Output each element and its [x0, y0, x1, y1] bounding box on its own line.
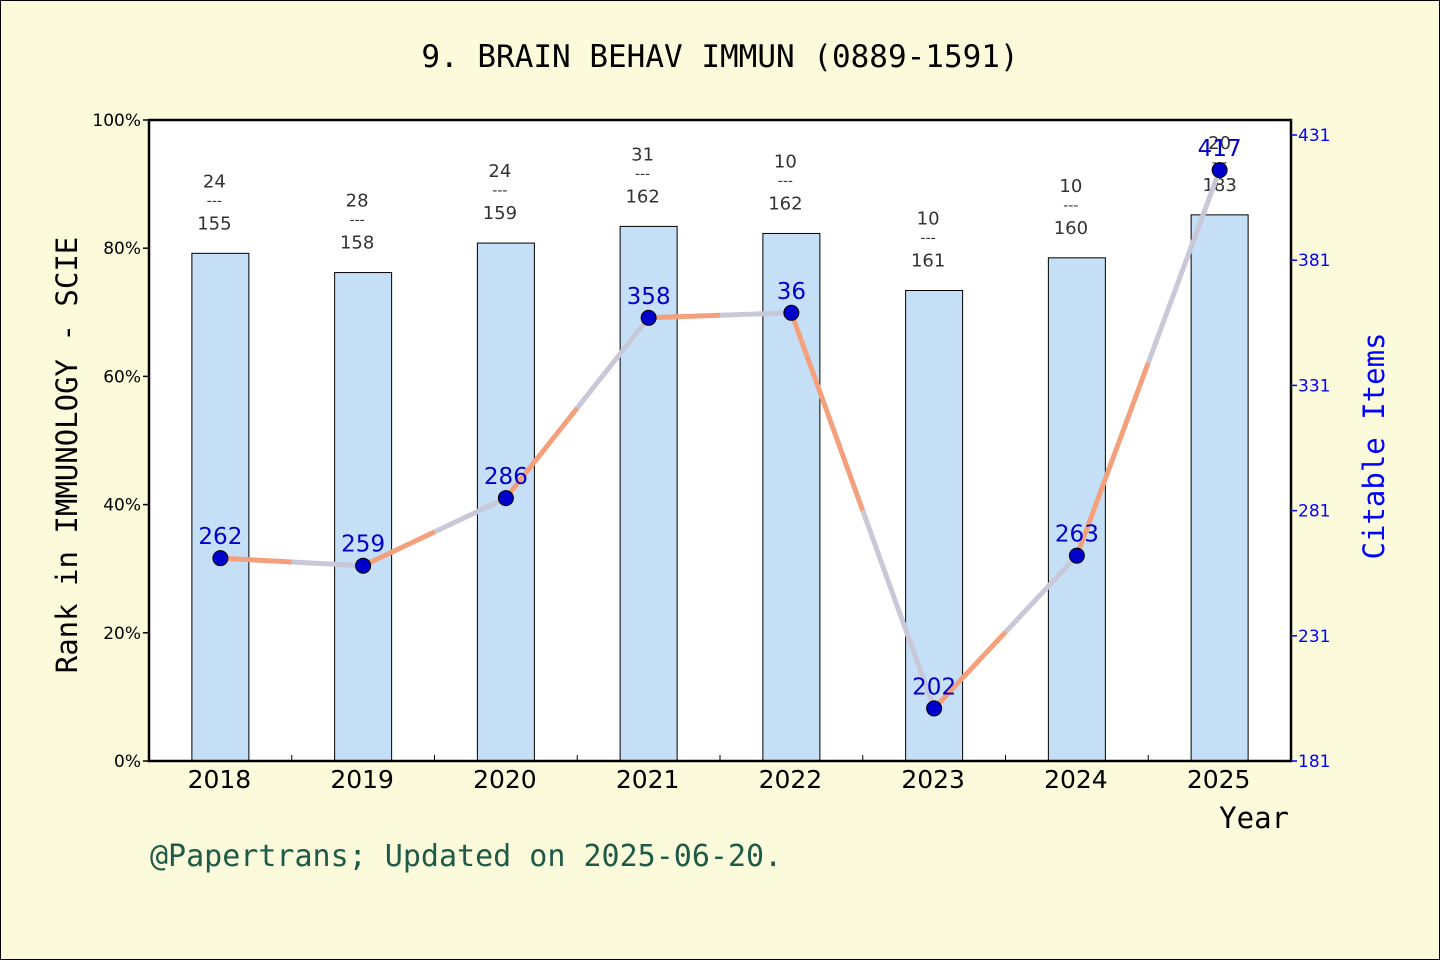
- bar-group: [191, 214, 1249, 762]
- marker-2024: [1068, 547, 1085, 564]
- left-tick-label: 20%: [103, 624, 141, 644]
- x-tick-label-2022: 2022: [759, 765, 823, 794]
- line-group: [217, 167, 1223, 711]
- rank-total-2019: 158: [340, 233, 374, 254]
- marker-2021: [640, 309, 657, 326]
- rank-separator-2024: ---: [1063, 198, 1078, 214]
- marker-2023: [926, 700, 943, 717]
- citable-label-2025: 417: [1198, 136, 1242, 162]
- footer-note: @Papertrans; Updated on 2025-06-20.: [150, 839, 782, 874]
- x-tick-label-2021: 2021: [616, 765, 680, 794]
- right-tick-label: 231: [1298, 627, 1330, 647]
- citable-label-2018: 262: [198, 524, 242, 550]
- rank-label-2021: 31: [631, 144, 654, 165]
- marker-group: [212, 162, 1228, 717]
- rank-label-2025: 20: [1208, 133, 1231, 154]
- citable-label-2023: 202: [912, 674, 956, 700]
- bar-2018: [191, 252, 250, 762]
- line-segment-2018-2019: [217, 555, 366, 569]
- right-tick-label: 181: [1298, 752, 1330, 772]
- x-axis-label: Year: [1219, 801, 1289, 835]
- y-axis-label: Rank in IMMUNOLOGY - SCIE: [50, 237, 84, 674]
- right-axis: 181 231 281 331 381 431: [1291, 126, 1330, 772]
- marker-2019: [355, 557, 372, 574]
- citable-label-2020: 286: [484, 464, 528, 490]
- rank-separator-2018: ---: [207, 193, 222, 209]
- rank-total-2018: 155: [197, 213, 231, 234]
- right-tick-label: 281: [1298, 502, 1330, 522]
- rank-total-2022: 162: [768, 193, 802, 214]
- line-segment-2023-2024: [931, 553, 1080, 711]
- bar-2024: [1047, 257, 1106, 762]
- bar-2025: [1190, 214, 1249, 762]
- citable-label-2022: 36: [777, 279, 806, 305]
- rank-total-2023: 161: [911, 251, 945, 272]
- rank-label-2024: 10: [1059, 176, 1082, 197]
- rank-label-2018: 24: [203, 171, 226, 192]
- marker-2020: [497, 490, 514, 507]
- citable-label-2019: 259: [341, 532, 385, 558]
- line-segment-2021-2022: [646, 310, 794, 321]
- left-tick-label: 100%: [92, 111, 141, 131]
- rank-label-2019: 28: [346, 191, 369, 212]
- bar-2022: [762, 232, 821, 762]
- line-segment-2020-2021: [503, 315, 652, 501]
- left-tick-label: 40%: [103, 496, 141, 516]
- rank-separator-2021: ---: [635, 166, 650, 182]
- line-segment-2024-2025: [1074, 167, 1223, 559]
- rank-label-2020: 24: [488, 161, 511, 182]
- marker-2025: [1211, 162, 1228, 179]
- x-axis: 2018 2019 2020 2021 2022 2023 2024 2025: [188, 755, 1251, 794]
- left-tick-label: 60%: [103, 367, 141, 387]
- rank-label-2022: 10: [774, 151, 797, 172]
- rank-separator-2019: ---: [350, 213, 365, 229]
- x-tick-label-2024: 2024: [1044, 765, 1108, 794]
- rank-separator-2022: ---: [778, 173, 793, 189]
- x-tick-label-2023: 2023: [901, 765, 965, 794]
- bar-2019: [334, 272, 393, 762]
- rank-separator-2020: ---: [492, 183, 507, 199]
- chart-title: 9. BRAIN BEHAV IMMUN (0889-1591): [421, 39, 1018, 75]
- x-tick-label-2020: 2020: [473, 765, 537, 794]
- rank-total-2024: 160: [1054, 218, 1088, 239]
- line-segment-2022-2023: [788, 310, 937, 711]
- citable-label-2021: 358: [627, 284, 671, 310]
- rank-label-2023: 10: [917, 209, 940, 230]
- y2-axis-label: Citable Items: [1357, 333, 1391, 560]
- right-tick-label: 381: [1298, 251, 1330, 271]
- left-tick-label: 80%: [103, 239, 141, 259]
- citable-label-2024: 263: [1055, 522, 1099, 548]
- citable-label-group: 262 259 286 358 36 202 263 417: [198, 136, 1241, 700]
- rank-total-2021: 162: [625, 186, 659, 207]
- rank-label-group: 24---15528---15824---15931---16210---162…: [197, 133, 1237, 272]
- x-tick-label-2018: 2018: [188, 765, 252, 794]
- left-tick-label: 0%: [114, 752, 141, 772]
- x-tick-label-2019: 2019: [330, 765, 394, 794]
- x-tick-label-2025: 2025: [1187, 765, 1251, 794]
- right-tick-label: 431: [1298, 126, 1330, 146]
- line-segment-2019-2020: [360, 495, 509, 569]
- marker-2022: [783, 304, 800, 321]
- right-tick-label: 331: [1298, 376, 1330, 396]
- rank-separator-2023: ---: [921, 231, 936, 247]
- rank-total-2020: 159: [483, 203, 517, 224]
- left-axis: 0% 20% 40% 60% 80% 100%: [92, 111, 149, 772]
- marker-2018: [212, 550, 229, 567]
